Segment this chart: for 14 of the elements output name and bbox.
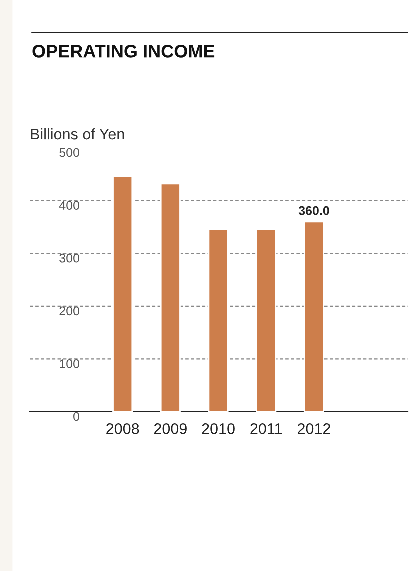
x-tick-label: 2009	[154, 424, 187, 434]
x-tick-label: 2012	[298, 424, 330, 434]
y-tick-label: 200	[60, 306, 80, 316]
x-tick-label: 2010	[202, 424, 235, 434]
data-label: 360.0	[298, 206, 330, 216]
chart-title: OPERATING INCOME	[32, 45, 215, 58]
y-axis-title: Billions of Yen	[31, 128, 124, 140]
y-tick-label: 100	[60, 360, 80, 368]
y-tick-label: 400	[59, 201, 80, 210]
x-tick-label: 2011	[250, 424, 282, 434]
y-tick-label: 300	[60, 254, 80, 263]
y-tick-label: 500	[60, 148, 80, 158]
x-tick-label: 2008	[106, 424, 140, 434]
y-tick-label: 0	[74, 412, 80, 422]
